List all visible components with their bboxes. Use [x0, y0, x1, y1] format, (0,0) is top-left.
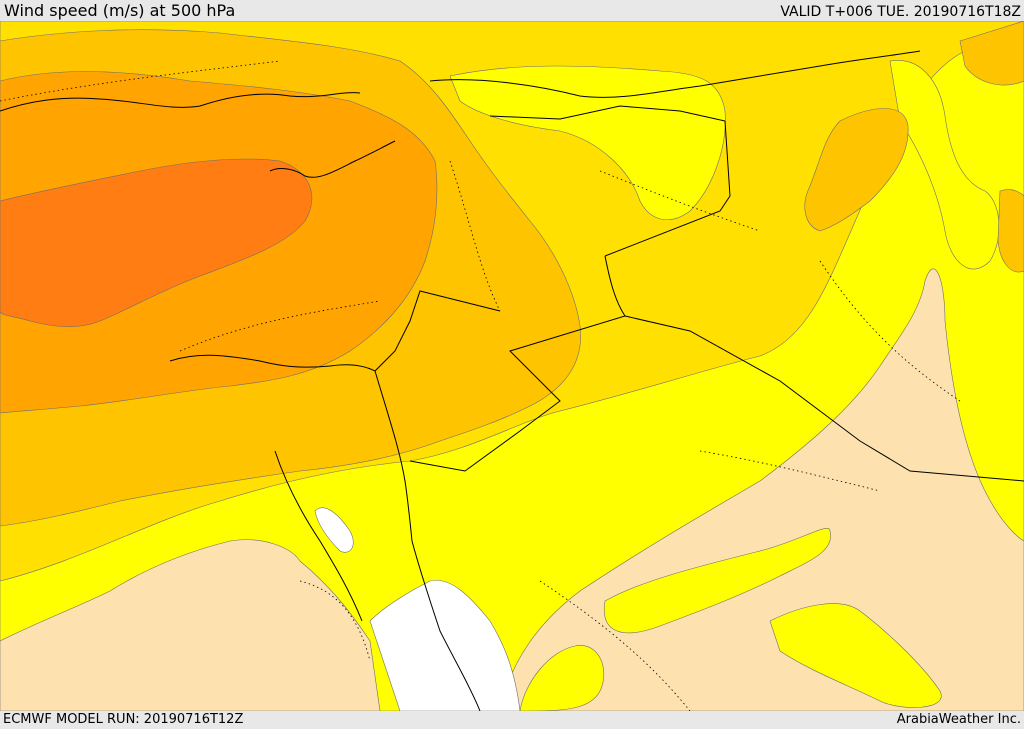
zone-calm: [369, 579, 521, 711]
province-border: [599, 170, 761, 232]
zone-yellow-patch-2: [769, 603, 942, 708]
country-border: [409, 255, 626, 472]
zone-deep-orange: [0, 158, 313, 328]
footer-bar: ECMWF MODEL RUN: 20190716T12Z ArabiaWeat…: [0, 711, 1024, 729]
country-borders: [374, 50, 1024, 482]
header-bar: Wind speed (m/s) at 500 hPa VALID T+006 …: [0, 0, 1024, 21]
zone-amber-right-edge: [997, 189, 1024, 273]
province-border: [0, 60, 281, 102]
zone-yellow-patch: [603, 527, 831, 634]
country-border: [489, 105, 726, 122]
zone-calm-gulf: [314, 507, 354, 553]
model-run-label: ECMWF MODEL RUN: 20190716T12Z: [3, 712, 244, 727]
province-border: [299, 580, 371, 662]
coastline: [0, 92, 361, 112]
valid-time-label: VALID T+006 TUE. 20190716T18Z: [780, 4, 1021, 20]
country-border: [429, 50, 921, 98]
zone-yellow-north: [449, 65, 726, 220]
province-borders: [0, 60, 961, 711]
wind-speed-map[interactable]: [0, 21, 1024, 711]
map-canvas: [0, 21, 1024, 711]
zone-amber-east: [804, 108, 909, 232]
coastline: [269, 140, 396, 178]
map-title: Wind speed (m/s) at 500 hPa: [4, 1, 236, 20]
country-border: [374, 290, 501, 372]
coastline: [411, 540, 481, 711]
province-border: [819, 260, 961, 402]
zone-light: [0, 539, 381, 711]
province-border: [449, 160, 501, 312]
province-border: [699, 450, 881, 492]
province-border: [179, 300, 381, 352]
province-border: [539, 580, 691, 711]
credit-label: ArabiaWeather Inc.: [896, 712, 1021, 727]
coastline: [374, 370, 413, 542]
country-border: [604, 120, 731, 257]
coastlines: [0, 92, 481, 711]
country-border: [624, 315, 1024, 482]
coastline: [169, 354, 376, 372]
coastline: [274, 450, 363, 622]
zone-yellow-patch-3: [519, 645, 605, 711]
